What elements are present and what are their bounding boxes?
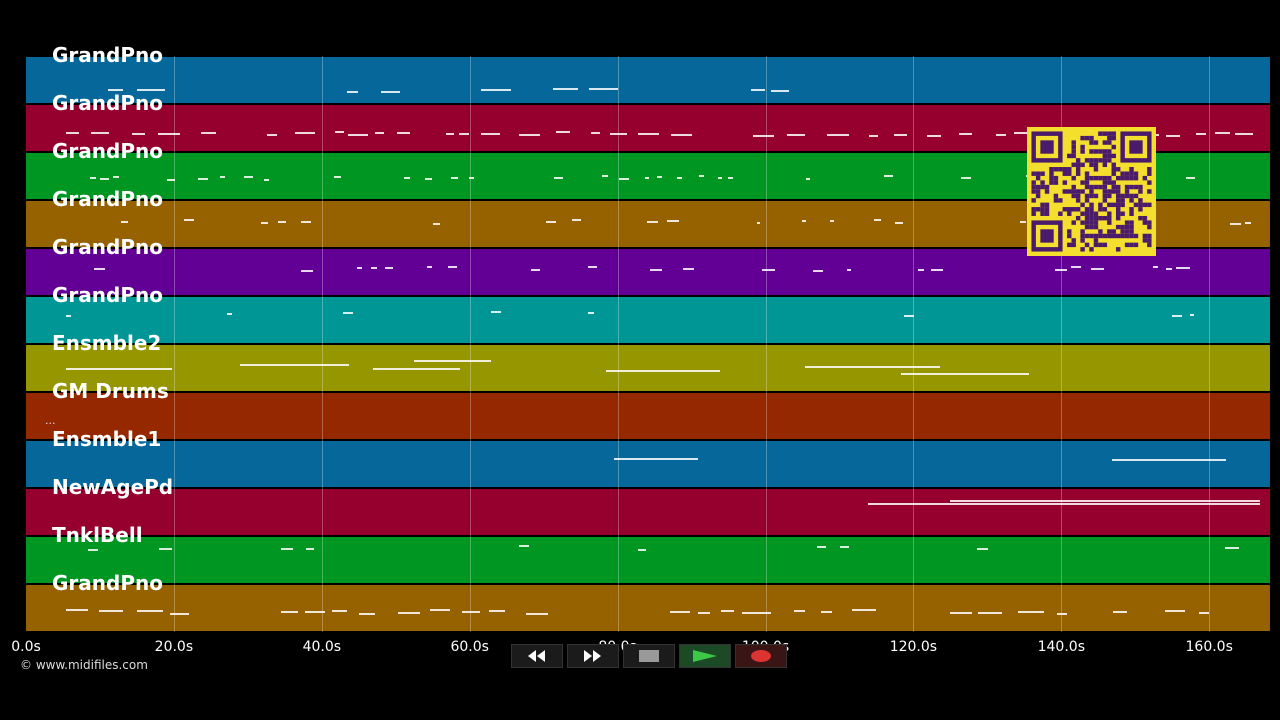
track-row bbox=[26, 249, 1270, 295]
track-row bbox=[26, 57, 1270, 103]
play-button[interactable] bbox=[679, 644, 731, 668]
track-label: TnklBell bbox=[52, 523, 143, 547]
time-tick-label: 160.0s bbox=[1185, 639, 1233, 655]
track-row bbox=[26, 489, 1270, 535]
record-icon bbox=[751, 650, 771, 662]
record-button[interactable] bbox=[735, 644, 787, 668]
time-tick-label: 140.0s bbox=[1037, 639, 1085, 655]
track-label: GrandPno bbox=[52, 283, 163, 307]
track-label: Ensmble1 bbox=[52, 427, 162, 451]
track-label: GrandPno bbox=[52, 235, 163, 259]
track-row bbox=[26, 297, 1270, 343]
rewind-button[interactable] bbox=[511, 644, 563, 668]
ellipsis-text: ... bbox=[45, 414, 56, 427]
track-label: Ensmble2 bbox=[52, 331, 162, 355]
track-label: GrandPno bbox=[52, 139, 163, 163]
transport-controls bbox=[511, 644, 787, 668]
track-row bbox=[26, 585, 1270, 631]
copyright-text: © www.midifiles.com bbox=[20, 658, 148, 672]
fast-forward-button[interactable] bbox=[567, 644, 619, 668]
play-icon bbox=[693, 650, 717, 662]
time-tick-label: 60.0s bbox=[450, 639, 489, 655]
track-label: GrandPno bbox=[52, 43, 163, 67]
rewind-icon bbox=[528, 650, 545, 662]
stop-button[interactable] bbox=[623, 644, 675, 668]
time-tick-label: 20.0s bbox=[154, 639, 194, 655]
stop-icon bbox=[639, 650, 659, 662]
track-label: GM Drums bbox=[52, 379, 169, 403]
track-label: GrandPno bbox=[52, 91, 163, 115]
track-row bbox=[26, 441, 1270, 487]
qr-code-icon bbox=[1027, 127, 1156, 256]
time-tick-label: 0.0s bbox=[11, 639, 41, 655]
track-row bbox=[26, 345, 1270, 391]
track-row bbox=[26, 537, 1270, 583]
track-label: GrandPno bbox=[52, 187, 163, 211]
track-label: NewAgePd bbox=[52, 475, 174, 499]
track-row bbox=[26, 393, 1270, 439]
time-tick-label: 40.0s bbox=[302, 639, 342, 655]
fast-forward-icon bbox=[584, 650, 601, 662]
track-label: GrandPno bbox=[52, 571, 163, 595]
time-tick-label: 120.0s bbox=[889, 639, 938, 655]
